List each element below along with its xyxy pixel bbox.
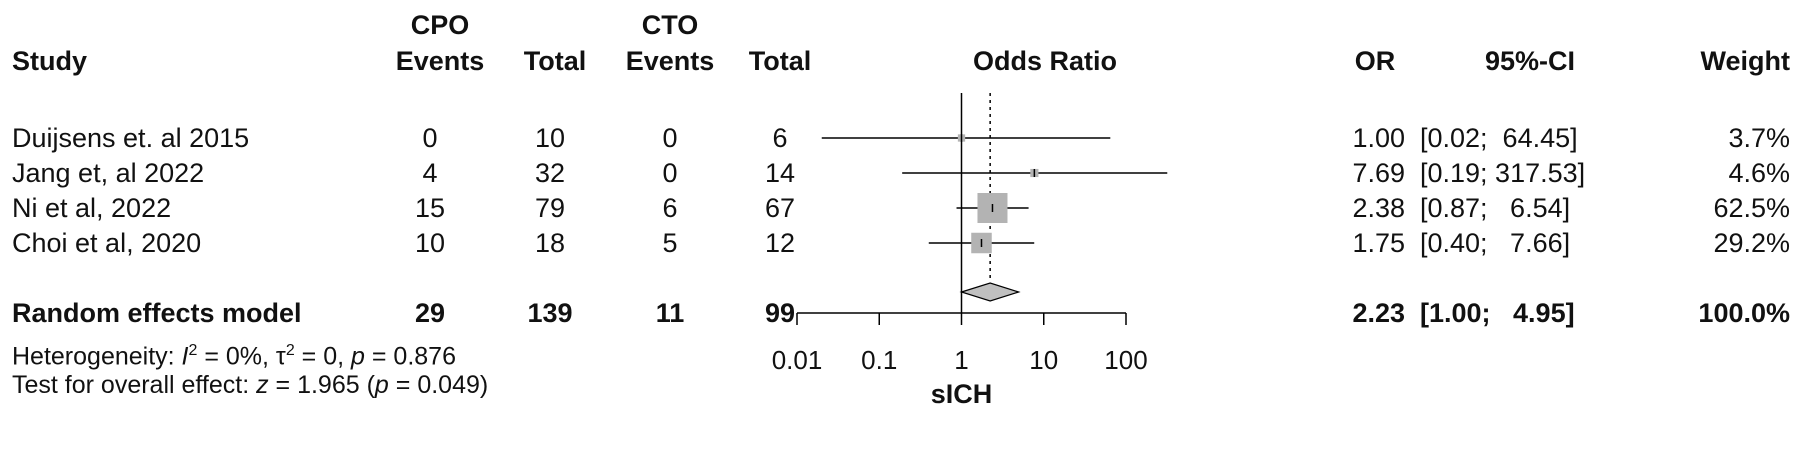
study-ci: [0.19; 317.53] — [1420, 158, 1586, 188]
study-weight: 62.5% — [1713, 193, 1790, 223]
study-name: Jang et, al 2022 — [12, 158, 205, 188]
x-axis-tick-label: 0.01 — [772, 345, 823, 375]
cto-total: 12 — [764, 228, 796, 258]
header-cpo-total: Total — [523, 46, 587, 76]
pooled-diamond — [959, 282, 1021, 302]
pooled-cpo-total: 139 — [527, 298, 573, 328]
header-weight: Weight — [1700, 46, 1791, 76]
header-cto-total: Total — [748, 46, 812, 76]
header-cto: CTO — [641, 10, 699, 40]
study-weight: 3.7% — [1728, 123, 1790, 153]
pooled-cpo-events: 29 — [414, 298, 446, 328]
cpo-total: 32 — [534, 158, 566, 188]
cto-events: 0 — [662, 158, 678, 188]
cto-total: 6 — [772, 123, 788, 153]
study-or: 7.69 — [1352, 158, 1405, 188]
study-or: 2.38 — [1352, 193, 1405, 223]
heterogeneity-text: Heterogeneity: I2 = 0%, τ2 = 0, p = 0.87… — [12, 342, 456, 371]
x-axis-label: sICH — [931, 379, 993, 409]
cpo-events: 0 — [422, 123, 438, 153]
pooled-cto-events: 11 — [655, 298, 685, 328]
study-name: Choi et al, 2020 — [12, 228, 202, 258]
study-or: 1.75 — [1352, 228, 1405, 258]
cto-events: 6 — [662, 193, 678, 223]
x-axis-tick-label: 10 — [1029, 345, 1058, 375]
cpo-total: 18 — [534, 228, 566, 258]
study-name: Duijsens et. al 2015 — [12, 123, 250, 153]
cto-events: 5 — [662, 228, 678, 258]
study-or: 1.00 — [1352, 123, 1405, 153]
cpo-events: 10 — [414, 228, 446, 258]
cpo-total: 10 — [534, 123, 566, 153]
pooled-cto-total: 99 — [764, 298, 796, 328]
header-cto-events: Events — [625, 46, 715, 76]
x-axis-tick-label: 0.1 — [861, 345, 897, 375]
study-name: Ni et al, 2022 — [12, 193, 172, 223]
header-or: OR — [1354, 46, 1396, 76]
cto-events: 0 — [662, 123, 678, 153]
x-axis-tick-label: 1 — [954, 345, 968, 375]
study-weight: 29.2% — [1713, 228, 1790, 258]
cto-total: 67 — [764, 193, 796, 223]
cpo-events: 4 — [422, 158, 438, 188]
study-ci: [0.87; 6.54] — [1420, 193, 1571, 223]
header-study: Study — [12, 46, 88, 76]
header-cpo: CPO — [410, 10, 470, 40]
header-ci: 95%-CI — [1484, 46, 1576, 76]
pooled-weight: 100.0% — [1698, 298, 1790, 328]
header-odds-ratio: Odds Ratio — [972, 46, 1117, 76]
cpo-total: 79 — [534, 193, 566, 223]
pooled-name: Random effects model — [12, 298, 302, 328]
study-weight: 4.6% — [1728, 158, 1790, 188]
x-axis-tick-label: 100 — [1104, 345, 1147, 375]
cto-total: 14 — [764, 158, 796, 188]
pooled-ci: [1.00; 4.95] — [1420, 298, 1575, 328]
overall-effect-text: Test for overall effect: z = 1.965 (p = … — [12, 371, 489, 399]
study-ci: [0.40; 7.66] — [1420, 228, 1571, 258]
cpo-events: 15 — [414, 193, 446, 223]
header-cpo-events: Events — [395, 46, 485, 76]
pooled-or: 2.23 — [1352, 298, 1405, 328]
study-ci: [0.02; 64.45] — [1420, 123, 1578, 153]
